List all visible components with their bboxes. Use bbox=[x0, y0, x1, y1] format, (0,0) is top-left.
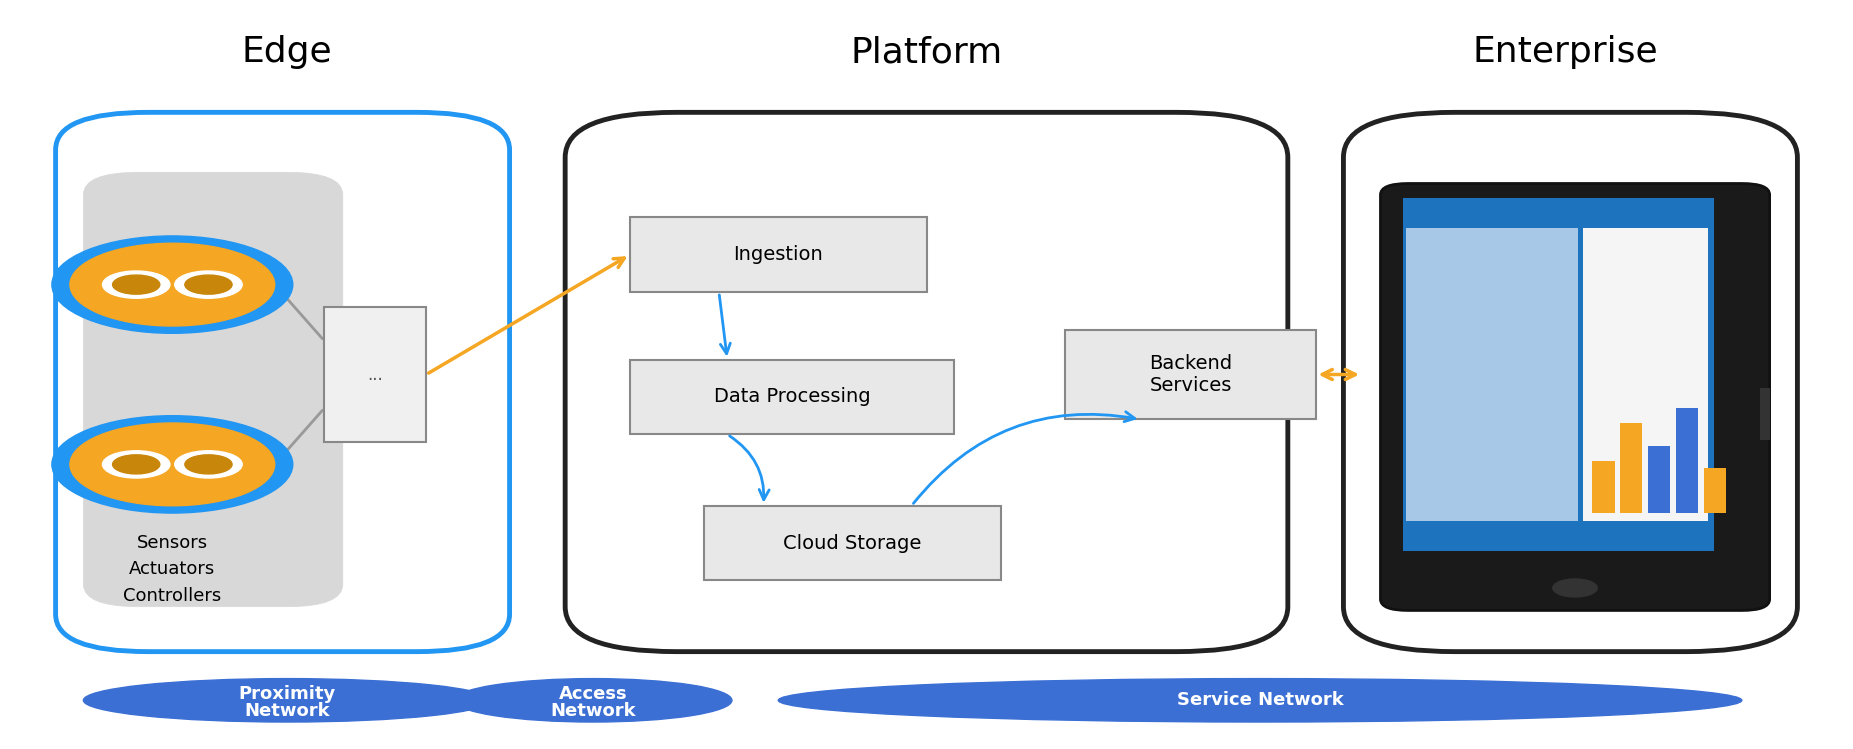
Ellipse shape bbox=[778, 679, 1742, 722]
FancyBboxPatch shape bbox=[1582, 228, 1708, 521]
FancyBboxPatch shape bbox=[1675, 408, 1697, 513]
Text: Network: Network bbox=[550, 702, 636, 720]
Circle shape bbox=[174, 271, 243, 298]
FancyBboxPatch shape bbox=[56, 112, 510, 652]
Text: Network: Network bbox=[245, 702, 330, 720]
Circle shape bbox=[185, 275, 232, 294]
Circle shape bbox=[113, 455, 159, 474]
FancyBboxPatch shape bbox=[704, 506, 1001, 580]
Circle shape bbox=[70, 243, 274, 326]
Circle shape bbox=[102, 451, 170, 478]
Text: Data Processing: Data Processing bbox=[713, 387, 871, 407]
Text: Ingestion: Ingestion bbox=[734, 245, 823, 264]
FancyBboxPatch shape bbox=[1620, 423, 1642, 513]
Circle shape bbox=[52, 416, 293, 513]
Circle shape bbox=[1553, 579, 1597, 597]
Text: Cloud Storage: Cloud Storage bbox=[784, 533, 921, 553]
FancyBboxPatch shape bbox=[1703, 468, 1725, 513]
FancyBboxPatch shape bbox=[630, 217, 926, 292]
FancyBboxPatch shape bbox=[1065, 330, 1316, 419]
FancyBboxPatch shape bbox=[1343, 112, 1797, 652]
FancyBboxPatch shape bbox=[1380, 184, 1770, 610]
Circle shape bbox=[113, 275, 159, 294]
Text: Access: Access bbox=[558, 685, 628, 703]
Ellipse shape bbox=[454, 679, 732, 722]
FancyBboxPatch shape bbox=[1760, 389, 1770, 440]
FancyBboxPatch shape bbox=[630, 360, 954, 434]
Text: Enterprise: Enterprise bbox=[1473, 35, 1658, 70]
FancyBboxPatch shape bbox=[565, 112, 1288, 652]
FancyBboxPatch shape bbox=[1647, 446, 1670, 513]
Text: Sensors
Actuators
Controllers: Sensors Actuators Controllers bbox=[122, 534, 222, 604]
FancyBboxPatch shape bbox=[1403, 198, 1714, 551]
Text: Edge: Edge bbox=[243, 35, 332, 70]
FancyBboxPatch shape bbox=[324, 307, 426, 442]
Circle shape bbox=[52, 236, 293, 333]
Circle shape bbox=[102, 271, 170, 298]
Text: Proximity: Proximity bbox=[239, 685, 335, 703]
FancyBboxPatch shape bbox=[1592, 461, 1614, 513]
Circle shape bbox=[174, 451, 243, 478]
Text: Backend
Services: Backend Services bbox=[1149, 354, 1232, 395]
Text: Platform: Platform bbox=[851, 35, 1002, 70]
Ellipse shape bbox=[83, 679, 491, 722]
Circle shape bbox=[70, 423, 274, 506]
FancyBboxPatch shape bbox=[83, 172, 343, 607]
FancyBboxPatch shape bbox=[1406, 228, 1577, 521]
Text: ...: ... bbox=[367, 366, 384, 383]
Circle shape bbox=[185, 455, 232, 474]
Text: Service Network: Service Network bbox=[1177, 691, 1343, 709]
